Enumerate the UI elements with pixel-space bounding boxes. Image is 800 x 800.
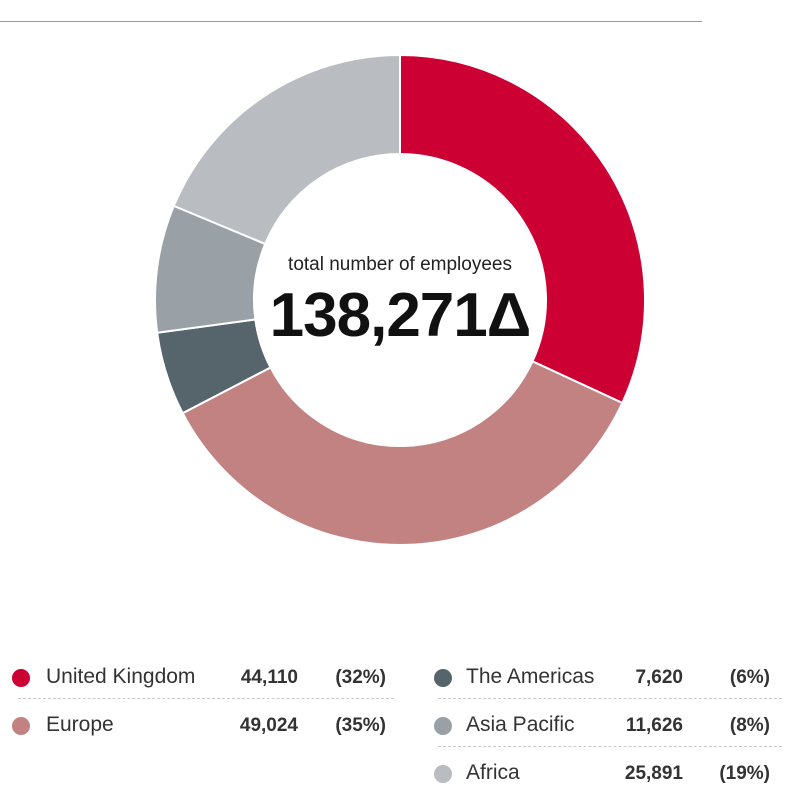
legend-swatch-europe	[12, 717, 30, 735]
legend-value-asia-pacific: 11,626	[625, 715, 683, 736]
center-label: total number of employees	[288, 254, 512, 275]
top-rule	[0, 21, 702, 22]
legend-label-europe: Europe	[46, 713, 114, 736]
legend-swatch-africa	[434, 765, 452, 783]
legend-percent-united-kingdom: (32%)	[335, 667, 386, 688]
slice-europe	[181, 360, 624, 546]
legend-swatch-the-americas	[434, 669, 452, 687]
legend-separator	[438, 746, 782, 747]
legend-percent-africa: (19%)	[719, 763, 770, 784]
legend-separator	[18, 698, 394, 699]
legend-label-the-americas: The Americas	[466, 665, 595, 688]
slice-united-kingdom	[399, 53, 646, 405]
legend-label-africa: Africa	[466, 761, 520, 784]
legend-separator	[438, 698, 782, 699]
legend-percent-asia-pacific: (8%)	[729, 715, 770, 736]
legend-swatch-asia-pacific	[434, 717, 452, 735]
slice-africa	[172, 53, 401, 246]
legend-value-the-americas: 7,620	[635, 667, 683, 688]
legend-value-africa: 25,891	[624, 763, 683, 784]
legend-label-united-kingdom: United Kingdom	[46, 665, 196, 688]
legend-percent-europe: (35%)	[335, 715, 386, 736]
legend-percent-the-americas: (6%)	[729, 667, 770, 688]
legend-swatch-united-kingdom	[12, 669, 30, 687]
legend-value-united-kingdom: 44,110	[240, 667, 298, 688]
legend-label-asia-pacific: Asia Pacific	[466, 713, 575, 736]
center-total-value: 138,271Δ	[269, 281, 532, 350]
legend-value-europe: 49,024	[239, 715, 298, 736]
